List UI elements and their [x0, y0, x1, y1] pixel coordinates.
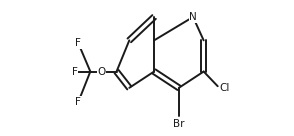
Text: N: N [189, 12, 197, 22]
Text: Cl: Cl [219, 83, 230, 93]
Text: F: F [75, 38, 81, 48]
Text: O: O [98, 67, 106, 77]
Text: F: F [72, 67, 78, 77]
Text: Br: Br [173, 119, 185, 129]
Text: F: F [75, 97, 81, 107]
